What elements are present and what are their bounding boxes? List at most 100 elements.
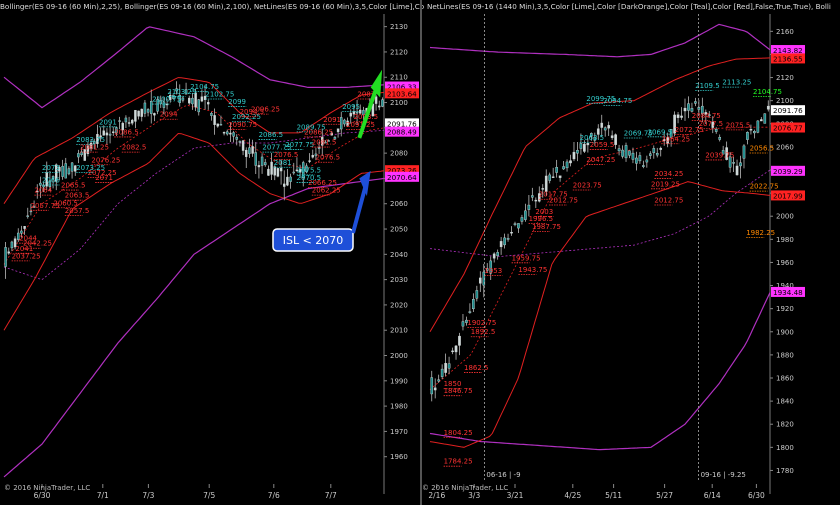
- netline-label: 2084.75: [692, 112, 721, 120]
- candle-body: [222, 132, 226, 134]
- candle-body: [701, 105, 704, 115]
- candle-body: [279, 167, 283, 172]
- candle-body: [10, 241, 14, 249]
- x-tick-label: 6/30: [748, 491, 765, 500]
- netline-label: 1996.5: [529, 215, 554, 223]
- netline-label: 2094.5: [240, 108, 265, 116]
- netline-label: 2100.75: [152, 96, 181, 104]
- x-tick-label: 6/30: [34, 491, 51, 500]
- netline-label: 2070.5: [297, 174, 322, 182]
- candle-body: [694, 101, 697, 104]
- candle-body: [219, 123, 223, 126]
- candle-body: [517, 223, 520, 229]
- price-marker-label: 2106.33: [387, 83, 417, 92]
- y-tick-label: 1820: [776, 421, 794, 429]
- netline-label: 2041: [15, 245, 33, 253]
- price-marker: [385, 171, 419, 182]
- x-tick-label: 7/3: [142, 491, 154, 500]
- netline-label: 2057.5: [65, 207, 90, 215]
- netline-label: 2042.25: [23, 240, 52, 248]
- candle-body: [112, 131, 115, 133]
- price-marker-label: 2136.55: [773, 54, 803, 63]
- down-arrow-head: [359, 170, 371, 197]
- netline-label: 1846.75: [444, 387, 473, 395]
- netline-label: 2073: [42, 164, 60, 172]
- candle-body: [569, 160, 572, 164]
- candle-body: [264, 162, 267, 166]
- netline-label: 2059.5: [590, 141, 615, 149]
- y-tick-label: 1920: [776, 305, 794, 313]
- candle-body: [586, 142, 590, 146]
- candle-body: [137, 110, 140, 117]
- netline-label: 2076.25: [91, 156, 120, 164]
- candle-body: [655, 153, 659, 156]
- candle-body: [235, 136, 238, 140]
- netline-label: 2012.75: [654, 197, 683, 205]
- x-tick-label: 7/7: [325, 491, 337, 500]
- candle-body: [169, 95, 172, 100]
- candle-body: [188, 97, 191, 104]
- candle-body: [55, 164, 58, 182]
- candle-body: [102, 130, 105, 136]
- price-marker: [385, 165, 419, 176]
- y-tick-label: 2000: [390, 352, 408, 360]
- candle-body: [314, 153, 318, 157]
- y-tick-label: 1860: [776, 375, 794, 383]
- candle-body: [496, 252, 499, 257]
- y-tick-label: 1960: [390, 453, 408, 461]
- chart-title: Bollinger(ES 09-16 (60 Min),2,25), Bolli…: [0, 2, 424, 11]
- candle-body: [732, 162, 735, 164]
- candle-body: [115, 127, 118, 134]
- netline-label: 2091.25: [346, 121, 375, 129]
- netline-label: 2066: [42, 176, 60, 184]
- candle-body: [472, 299, 475, 310]
- candle-body: [273, 166, 276, 176]
- netline-label: 2087: [357, 90, 375, 98]
- candle-body: [150, 101, 153, 114]
- netline-label: 2109.5: [695, 82, 720, 90]
- candle-body: [96, 134, 99, 144]
- candle-body: [175, 88, 178, 92]
- y-tick-label: 1980: [390, 403, 408, 411]
- x-tick-label: 5/11: [605, 491, 622, 500]
- candle-body: [194, 92, 197, 108]
- bollinger-100-upper: [3, 26, 385, 109]
- candle-body: [669, 129, 673, 138]
- candle-body: [283, 183, 286, 187]
- price-marker-label: 1934.48: [773, 288, 803, 297]
- candle-body: [628, 150, 631, 156]
- candle-body: [61, 165, 64, 177]
- bollinger-25-upper: [3, 77, 385, 204]
- netline-label: 1804.25: [444, 429, 473, 437]
- candle-body: [673, 114, 676, 134]
- price-marker-label: 2091.76: [773, 106, 803, 115]
- candle-body: [346, 120, 349, 126]
- candle-body: [238, 141, 242, 143]
- candle-body: [440, 368, 444, 377]
- candle-body: [576, 150, 579, 154]
- candle-body: [343, 119, 346, 125]
- candle-body: [184, 89, 188, 95]
- candle-body: [544, 175, 548, 192]
- y-tick-label: 2110: [390, 74, 408, 82]
- candle-body: [374, 96, 378, 104]
- price-marker: [385, 118, 419, 129]
- price-marker: [771, 122, 805, 133]
- netline-label: 1902.75: [467, 319, 496, 327]
- candle-body: [203, 95, 207, 100]
- y-tick-label: 1800: [776, 444, 794, 452]
- y-tick-label: 2100: [776, 97, 794, 105]
- candle-body: [725, 147, 728, 160]
- candle-body: [213, 115, 216, 125]
- candle-body: [728, 156, 732, 168]
- netline-label: 2086.25: [304, 128, 333, 136]
- x-tick-label: 2/16: [428, 491, 445, 500]
- candle-body: [305, 165, 308, 172]
- netline-label: 2077.75: [285, 141, 314, 149]
- candle-body: [121, 122, 124, 131]
- candle-body: [80, 151, 83, 156]
- candle-body: [531, 195, 534, 198]
- candle-body: [178, 94, 181, 103]
- candle-body: [276, 168, 280, 177]
- x-tick-label: 3/21: [507, 491, 524, 500]
